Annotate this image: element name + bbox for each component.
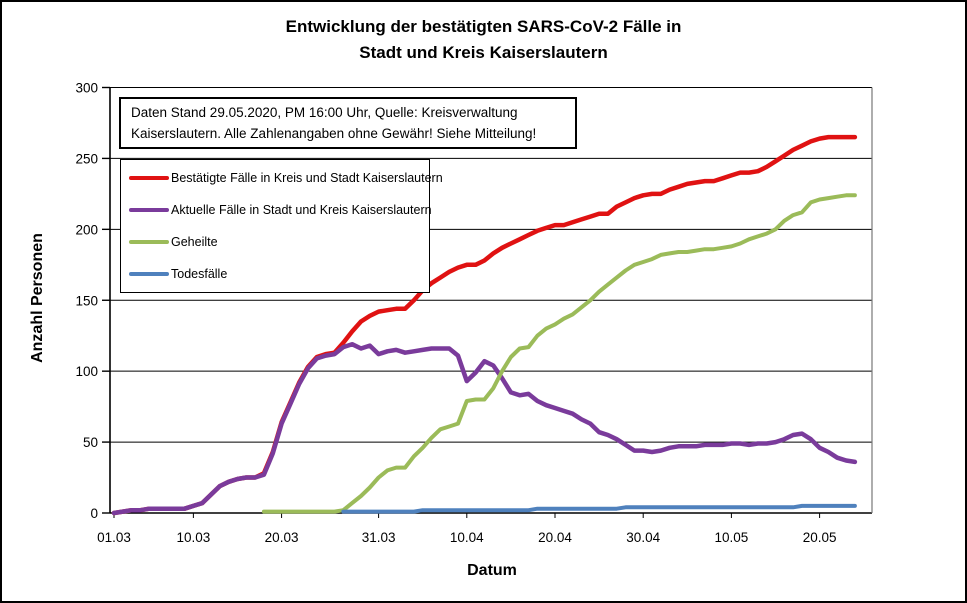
y-axis-title: Anzahl Personen: [29, 233, 46, 363]
chart-title-line-1: Entwicklung der bestätigten SARS-CoV-2 F…: [285, 17, 682, 36]
annotation-line-2: Kaiserslautern. Alle Zahlenangaben ohne …: [131, 126, 537, 141]
series-line-todesfaelle: [341, 503, 857, 514]
series-line-aktuelle: [111, 341, 858, 516]
x-tick-label-10.05: 10.05: [715, 530, 749, 545]
x-tick-label-31.03: 31.03: [362, 530, 396, 545]
y-tick-label-100: 100: [75, 364, 98, 379]
y-tick-label-0: 0: [90, 506, 98, 521]
annotation-line-1: Daten Stand 29.05.2020, PM 16:00 Uhr, Qu…: [131, 105, 518, 120]
x-tick-label-01.03: 01.03: [97, 530, 131, 545]
legend-line-swatch-aktuelle: [129, 208, 169, 212]
legend-line-swatch-bestaetigte: [129, 176, 169, 180]
chart-title: Entwicklung der bestätigten SARS-CoV-2 F…: [2, 14, 965, 66]
y-tick-label-50: 50: [83, 435, 98, 450]
legend: Bestätigte Fälle in Kreis und Stadt Kais…: [120, 159, 443, 293]
legend-item-bestaetigte: Bestätigte Fälle in Kreis und Stadt Kais…: [121, 171, 443, 185]
y-tick-label-150: 150: [75, 293, 98, 308]
legend-label-bestaetigte: Bestätigte Fälle in Kreis und Stadt Kais…: [171, 171, 443, 185]
x-tick-label-20.05: 20.05: [803, 530, 837, 545]
y-tick-label-300: 300: [75, 81, 98, 96]
y-tick-label-250: 250: [75, 151, 98, 166]
legend-item-aktuelle: Aktuelle Fälle in Stadt und Kreis Kaiser…: [121, 203, 432, 217]
legend-label-todesfaelle: Todesfälle: [171, 267, 228, 281]
legend-item-geheilte: Geheilte: [121, 235, 429, 249]
legend-item-todesfaelle: Todesfälle: [121, 267, 429, 281]
x-tick-label-20.04: 20.04: [538, 530, 572, 545]
chart-title-line-2: Stadt und Kreis Kaiserslautern: [359, 43, 608, 62]
x-tick-label-10.04: 10.04: [450, 530, 484, 545]
x-axis-title: Datum: [467, 562, 517, 579]
y-tick-label-200: 200: [75, 222, 98, 237]
legend-line-swatch-todesfaelle: [129, 272, 169, 276]
legend-label-aktuelle: Aktuelle Fälle in Stadt und Kreis Kaiser…: [171, 203, 432, 217]
annotation-box: Daten Stand 29.05.2020, PM 16:00 Uhr, Qu…: [119, 97, 577, 149]
x-tick-label-10.03: 10.03: [176, 530, 210, 545]
legend-label-geheilte: Geheilte: [171, 235, 218, 249]
x-tick-label-30.04: 30.04: [626, 530, 660, 545]
legend-line-swatch-geheilte: [129, 240, 169, 244]
x-tick-label-20.03: 20.03: [265, 530, 299, 545]
series-line-geheilte: [261, 193, 857, 514]
